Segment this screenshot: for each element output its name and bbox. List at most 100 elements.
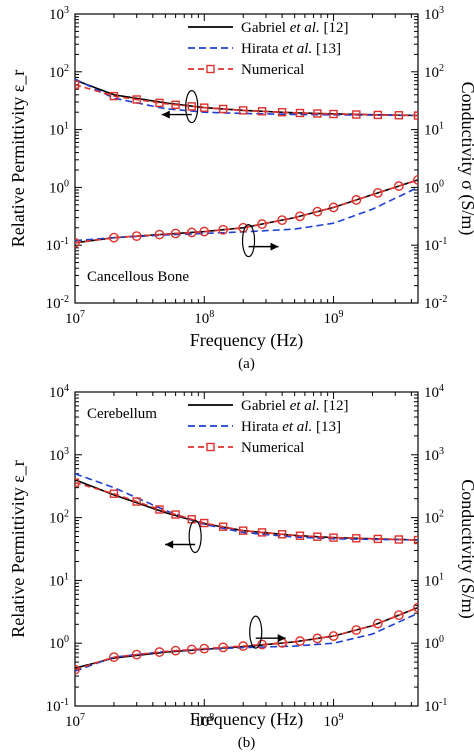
y-tick-label-right: 103 xyxy=(424,5,444,23)
data-point-marker xyxy=(155,505,164,514)
data-point-marker xyxy=(238,526,248,535)
y-tick-label-left: 100 xyxy=(49,178,69,196)
x-tick-label: 108 xyxy=(194,712,214,730)
x-axis-label: Frequency (Hz) xyxy=(190,330,303,351)
data-point-marker xyxy=(372,187,383,198)
data-point-marker xyxy=(373,110,383,120)
data-point-marker xyxy=(170,645,181,656)
data-point-marker xyxy=(218,104,228,114)
data-point-marker xyxy=(312,633,323,644)
series-line-permittivity-2 xyxy=(75,481,418,541)
plot-frame xyxy=(74,391,419,707)
data-point-marker xyxy=(132,497,141,506)
y-tick-label-left: 10-2 xyxy=(46,294,69,312)
data-point-marker xyxy=(257,528,267,537)
data-point-marker xyxy=(351,625,362,635)
legend-label: Gabriel et al. [12] xyxy=(241,398,348,414)
data-point-marker xyxy=(170,228,181,239)
data-point-marker xyxy=(186,644,197,655)
y-tick-label-right: 100 xyxy=(424,634,444,652)
data-point-marker xyxy=(186,227,197,238)
indicator-ellipse xyxy=(241,224,256,258)
y-tick-label-right: 10-2 xyxy=(424,294,447,312)
data-point-marker xyxy=(171,510,180,519)
data-point-marker xyxy=(109,232,119,243)
y-tick-label-right: 10-1 xyxy=(424,697,447,715)
y-tick-label-left: 103 xyxy=(49,5,69,23)
axis-indicator-permittivity xyxy=(165,519,202,554)
data-point-marker xyxy=(75,237,80,248)
x-tick-label: 107 xyxy=(65,712,85,730)
data-point-marker xyxy=(328,202,339,213)
y-tick-label-left: 10-1 xyxy=(46,697,69,715)
x-ticks xyxy=(74,14,412,303)
indicator-arrow-head xyxy=(277,634,286,643)
data-point-marker xyxy=(131,231,142,242)
y-tick-label-right: 10-1 xyxy=(424,236,447,254)
data-point-marker xyxy=(329,533,338,542)
data-point-marker xyxy=(199,643,210,654)
data-point-marker xyxy=(352,534,361,543)
data-point-marker xyxy=(154,229,165,240)
legend-label: Hirata et al. [13] xyxy=(241,419,341,435)
chart-panel-b: 107 108 109 10-1 10-1 100 100 101 101 102 102 103 10… xyxy=(8,383,474,751)
data-point-marker xyxy=(372,618,383,629)
legend: Gabriel et al. [12] Hirata et al. [13] Num… xyxy=(188,20,348,78)
legend-marker xyxy=(206,442,215,452)
x-tick-label: 108 xyxy=(194,309,214,327)
data-point-marker xyxy=(352,110,361,119)
data-point-marker xyxy=(200,103,209,112)
panel-annotation: Cerebellum xyxy=(87,406,157,422)
data-point-marker xyxy=(295,531,305,540)
data-point-marker xyxy=(199,226,210,237)
data-point-marker xyxy=(132,95,141,104)
series-line-conductivity-5 xyxy=(75,606,418,671)
legend: Gabriel et al. [12] Hirata et al. [13] Num… xyxy=(188,398,348,456)
data-point-marker xyxy=(109,652,119,663)
y-tick-label-left: 10-1 xyxy=(46,236,69,254)
data-point-marker xyxy=(238,106,248,115)
legend-label: Numerical xyxy=(241,440,304,456)
data-point-marker xyxy=(277,108,287,117)
y-tick-label-left: 102 xyxy=(49,63,69,81)
indicator-ellipse xyxy=(188,519,202,554)
axis-indicator-conductivity xyxy=(241,224,279,258)
x-axis-label: Frequency (Hz) xyxy=(190,709,303,730)
x-tick-label: 109 xyxy=(324,309,344,327)
plot-area xyxy=(75,472,418,675)
data-point-marker xyxy=(218,642,229,653)
y-ticks xyxy=(75,391,418,707)
data-point-marker xyxy=(257,639,267,650)
data-point-marker xyxy=(257,107,267,116)
indicator-arrow-head xyxy=(270,242,279,251)
data-point-marker xyxy=(154,647,165,657)
data-point-marker xyxy=(187,102,196,111)
data-point-marker xyxy=(200,518,209,528)
y-tick-label-left: 101 xyxy=(49,571,69,589)
data-point-marker xyxy=(413,535,418,545)
data-point-marker xyxy=(238,641,249,651)
y-tick-label-right: 101 xyxy=(424,571,444,589)
chart-panel-a: 107 108 109 10-2 10-2 10-1 10-1 100 100 101 101 102… xyxy=(8,5,474,372)
data-point-marker xyxy=(277,215,288,226)
data-point-marker xyxy=(218,522,228,531)
data-point-marker xyxy=(295,636,305,646)
data-point-marker xyxy=(171,100,180,109)
series-line-conductivity-3 xyxy=(75,606,418,669)
data-point-marker xyxy=(393,610,404,621)
indicator-ellipse xyxy=(249,615,263,649)
panel-caption: (a) xyxy=(238,356,255,372)
y-tick-label-left: 100 xyxy=(49,634,69,652)
data-point-marker xyxy=(413,602,418,613)
panel-annotation: Cancellous Bone xyxy=(87,269,189,285)
y-axis-label-right: Conductivity σ (S/m) xyxy=(457,82,474,236)
legend-label: Gabriel et al. [12] xyxy=(241,20,348,36)
data-point-marker xyxy=(351,195,362,205)
indicator-arrow-head xyxy=(161,110,170,119)
series-line-conductivity-5 xyxy=(75,179,418,244)
data-point-marker xyxy=(413,111,418,120)
panel-caption: (b) xyxy=(238,735,256,751)
axis-indicator-conductivity xyxy=(249,615,286,649)
data-point-marker xyxy=(295,108,305,118)
data-point-marker xyxy=(313,109,322,118)
